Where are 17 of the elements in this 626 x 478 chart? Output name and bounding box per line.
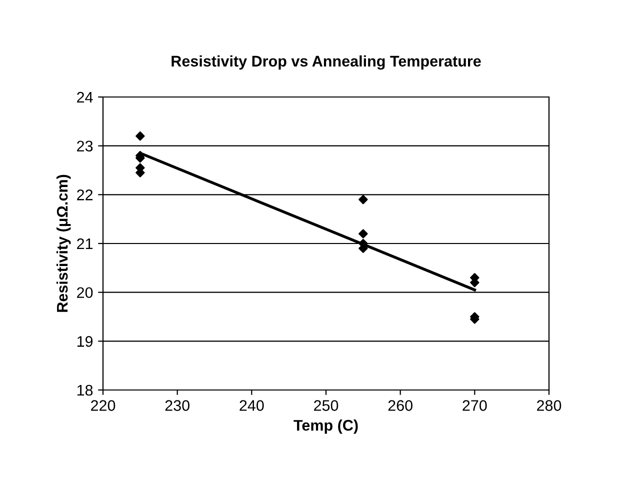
x-axis-title: Temp (C) <box>294 420 358 434</box>
x-tick-label: 280 <box>537 400 562 411</box>
y-axis-title: Resistivity (μΩ.cm) <box>56 174 71 312</box>
x-tick-label: 220 <box>91 400 116 411</box>
y-tick-label: 23 <box>77 140 93 152</box>
x-tick-label: 260 <box>388 400 412 411</box>
x-tick-label: 270 <box>462 400 487 411</box>
x-tick-label: 250 <box>314 400 338 411</box>
y-tick-label: 21 <box>77 238 93 250</box>
y-tick-label: 24 <box>77 92 93 103</box>
y-tick-label: 20 <box>77 287 93 298</box>
y-tick-label: 18 <box>77 384 93 396</box>
y-tick-label: 22 <box>77 190 93 200</box>
x-tick-label: 240 <box>240 400 264 411</box>
y-tick-label: 19 <box>77 336 93 347</box>
chart-title: Resistivity Drop vs Annealing Temperature <box>172 55 481 70</box>
x-tick-label: 230 <box>165 400 190 411</box>
